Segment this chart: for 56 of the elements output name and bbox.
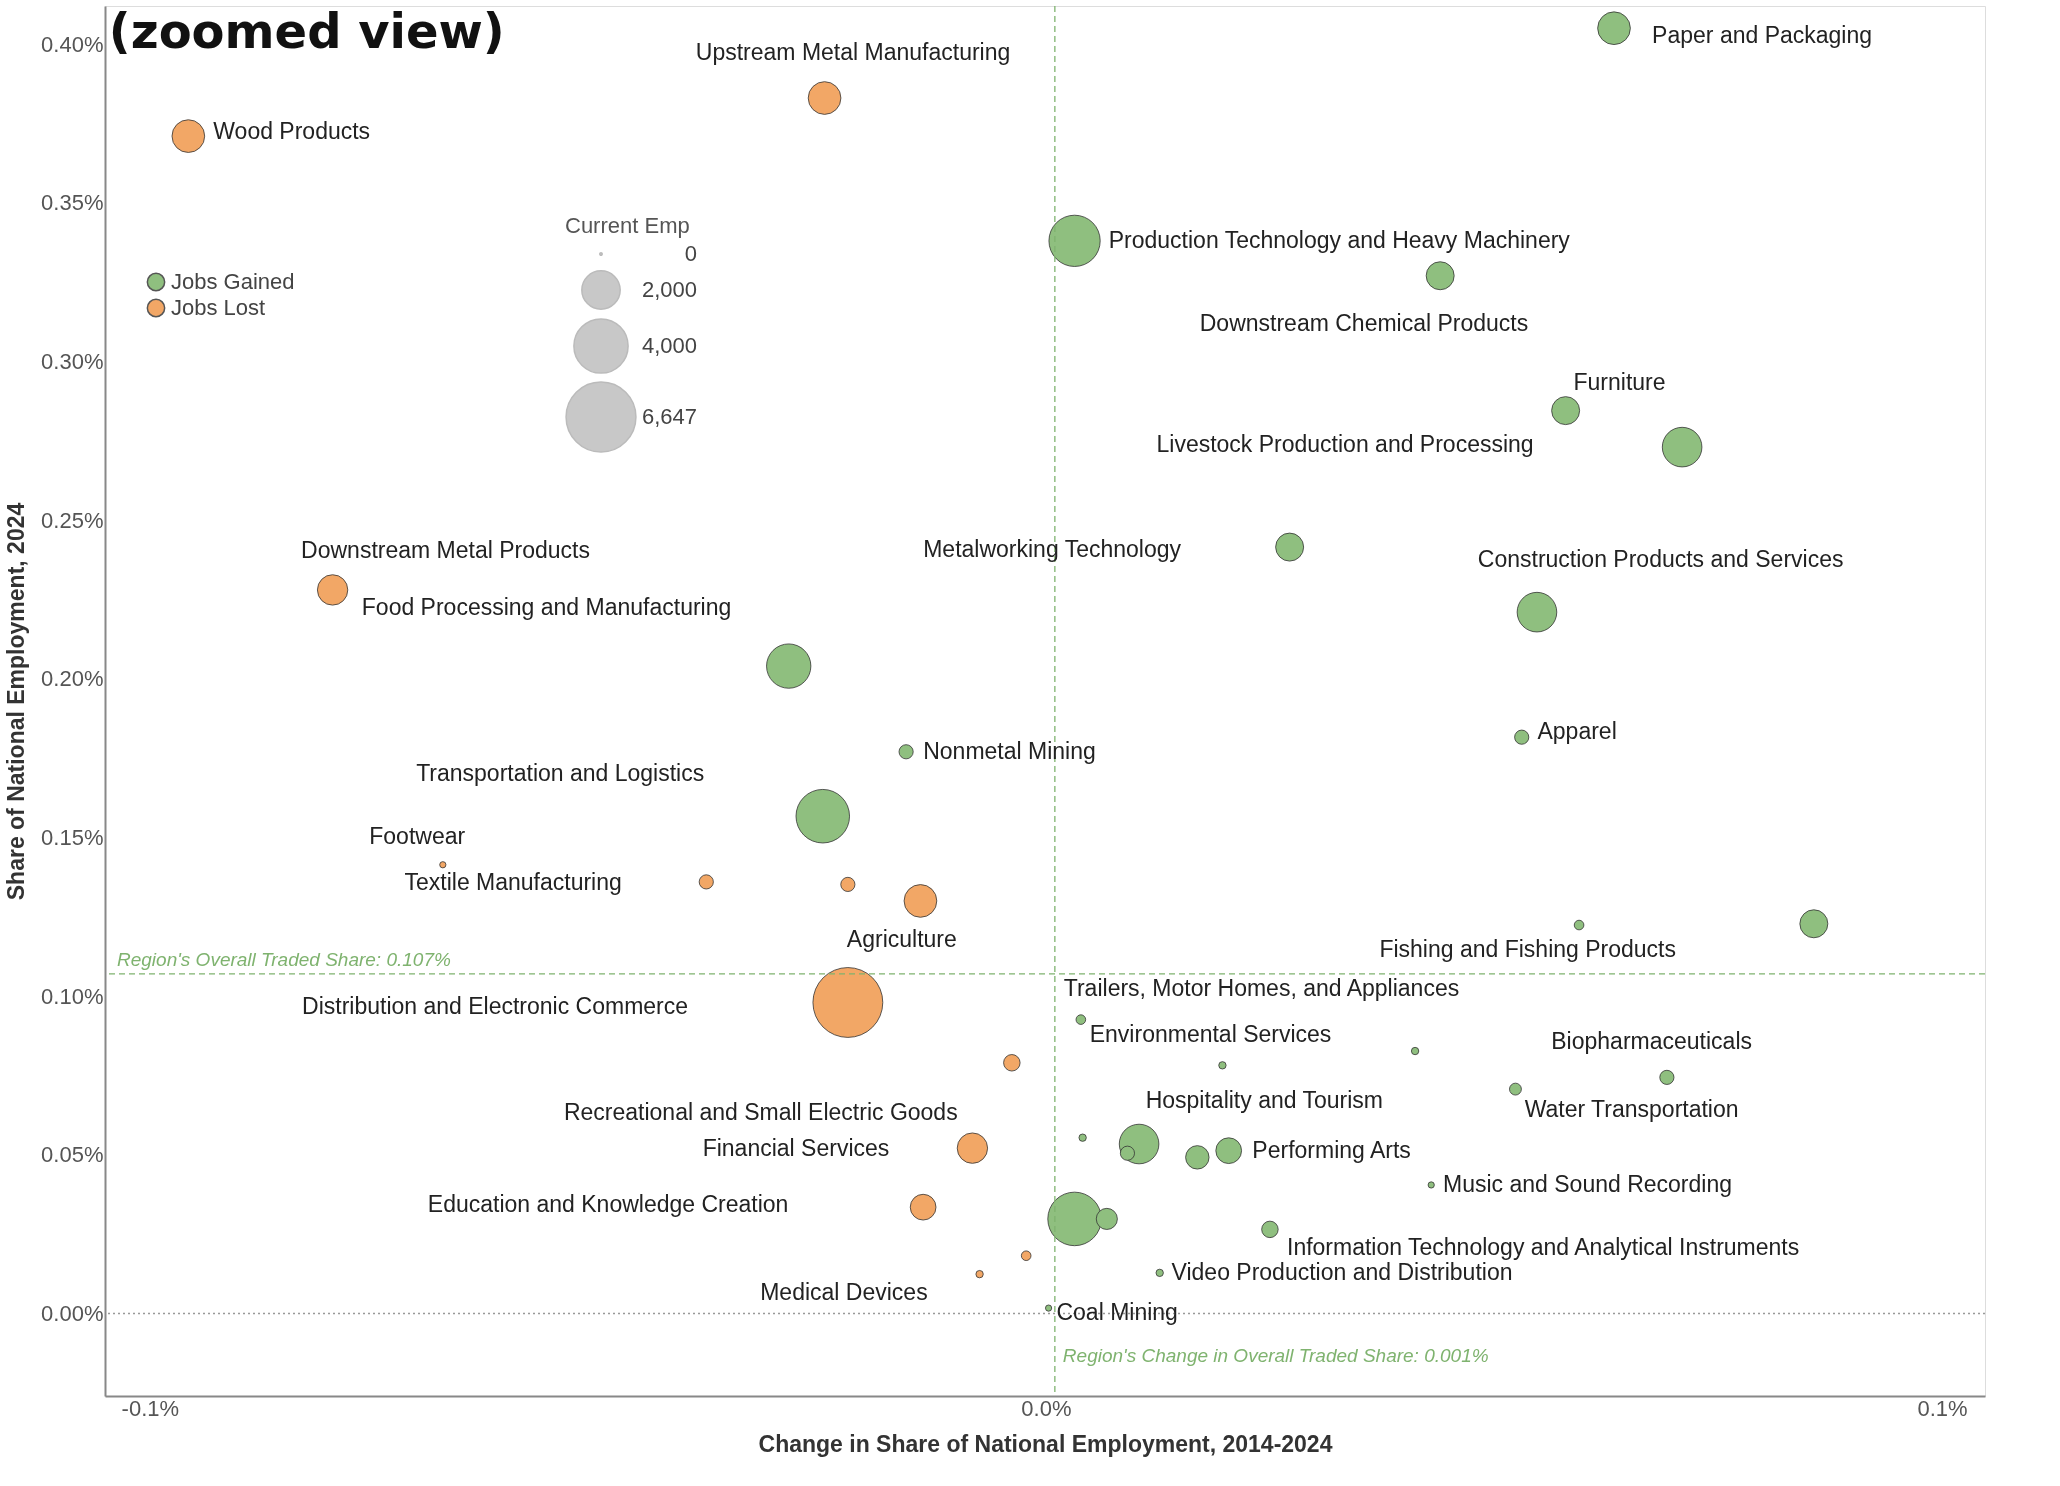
annotation: Paper and Packaging [1652,22,1873,49]
legend-label: 0 [684,241,697,266]
y-tick-label: 0.00% [41,1300,104,1326]
y-tick-label: 0.40% [41,31,104,57]
annotation: Biopharmaceuticals [1551,1027,1752,1054]
x-tick-label: -0.1% [121,1395,180,1421]
annotation: Apparel [1537,717,1617,744]
annotation: Coal Mining [1056,1299,1178,1326]
annotation: Environmental Services [1089,1021,1332,1048]
annotation: Financial Services [702,1135,890,1162]
annotation: Wood Products [213,118,371,145]
y-tick-label: 0.10% [41,983,104,1009]
x-tick-label: 0.1% [1917,1395,1968,1421]
annotation: Production Technology and Heavy Machinery [1108,226,1571,253]
annotation: Trailers, Motor Homes, and Appliances [1063,975,1460,1002]
annotation: Furniture [1573,369,1666,396]
annotation: (zoomed view) [108,3,505,60]
annotation: Nonmetal Mining [923,737,1096,764]
legend-label: 4,000 [641,333,697,358]
annotation: Downstream Metal Products [301,536,590,563]
annotation: Metalworking Technology [923,536,1182,563]
legend-label: 6,647 [641,404,697,429]
y-tick-label: 0.30% [41,348,104,374]
annotation: Education and Knowledge Creation [427,1190,789,1217]
annotation: Medical Devices [760,1278,928,1305]
legend-label: Jobs Gained [171,269,295,294]
y-axis-title: Share of National Employment, 2024 [3,502,30,901]
annotation: Textile Manufacturing [404,869,622,896]
annotation: Fishing and Fishing Products [1379,936,1676,963]
y-tick-label: 0.20% [41,666,104,692]
y-tick-label: 0.25% [41,507,104,533]
legend-label: Jobs Lost [171,295,266,320]
annotation: Water Transportation [1524,1096,1739,1123]
x-tick-label: 0.0% [1021,1395,1072,1421]
annotation: Downstream Chemical Products [1199,310,1529,337]
annotation: Transportation and Logistics [416,760,705,787]
x-axis-title: Change in Share of National Employment, 2014-2024 [758,1430,1333,1457]
annotation: Livestock Production and Processing [1156,431,1534,458]
annotation: Distribution and Electronic Commerce [302,992,689,1019]
ref-line-label: Region's Change in Overall Traded Share: 0.001% [1062,1345,1489,1366]
annotation: Recreational and Small Electric Goods [563,1098,958,1125]
legend-title: Current Emp [565,213,690,238]
annotation: Hospitality and Tourism [1145,1086,1384,1113]
annotation: Music and Sound Recording [1443,1170,1732,1197]
legend-label: 2,000 [641,277,697,302]
annotation: Food Processing and Manufacturing [361,593,732,620]
annotation: Performing Arts [1252,1136,1411,1163]
ref-line-label: Region's Overall Traded Share: 0.107% [117,948,451,970]
annotation: Information Technology and Analytical Instruments [1287,1233,1800,1260]
annotation: Upstream Metal Manufacturing [695,39,1011,66]
y-tick-label: 0.15% [41,824,104,850]
y-tick-label: 0.05% [41,1142,104,1168]
y-tick-label: 0.35% [41,190,104,216]
annotation: Footwear [369,823,466,850]
annotation: Construction Products and Services [1477,545,1844,572]
annotation: Agriculture [846,926,957,953]
